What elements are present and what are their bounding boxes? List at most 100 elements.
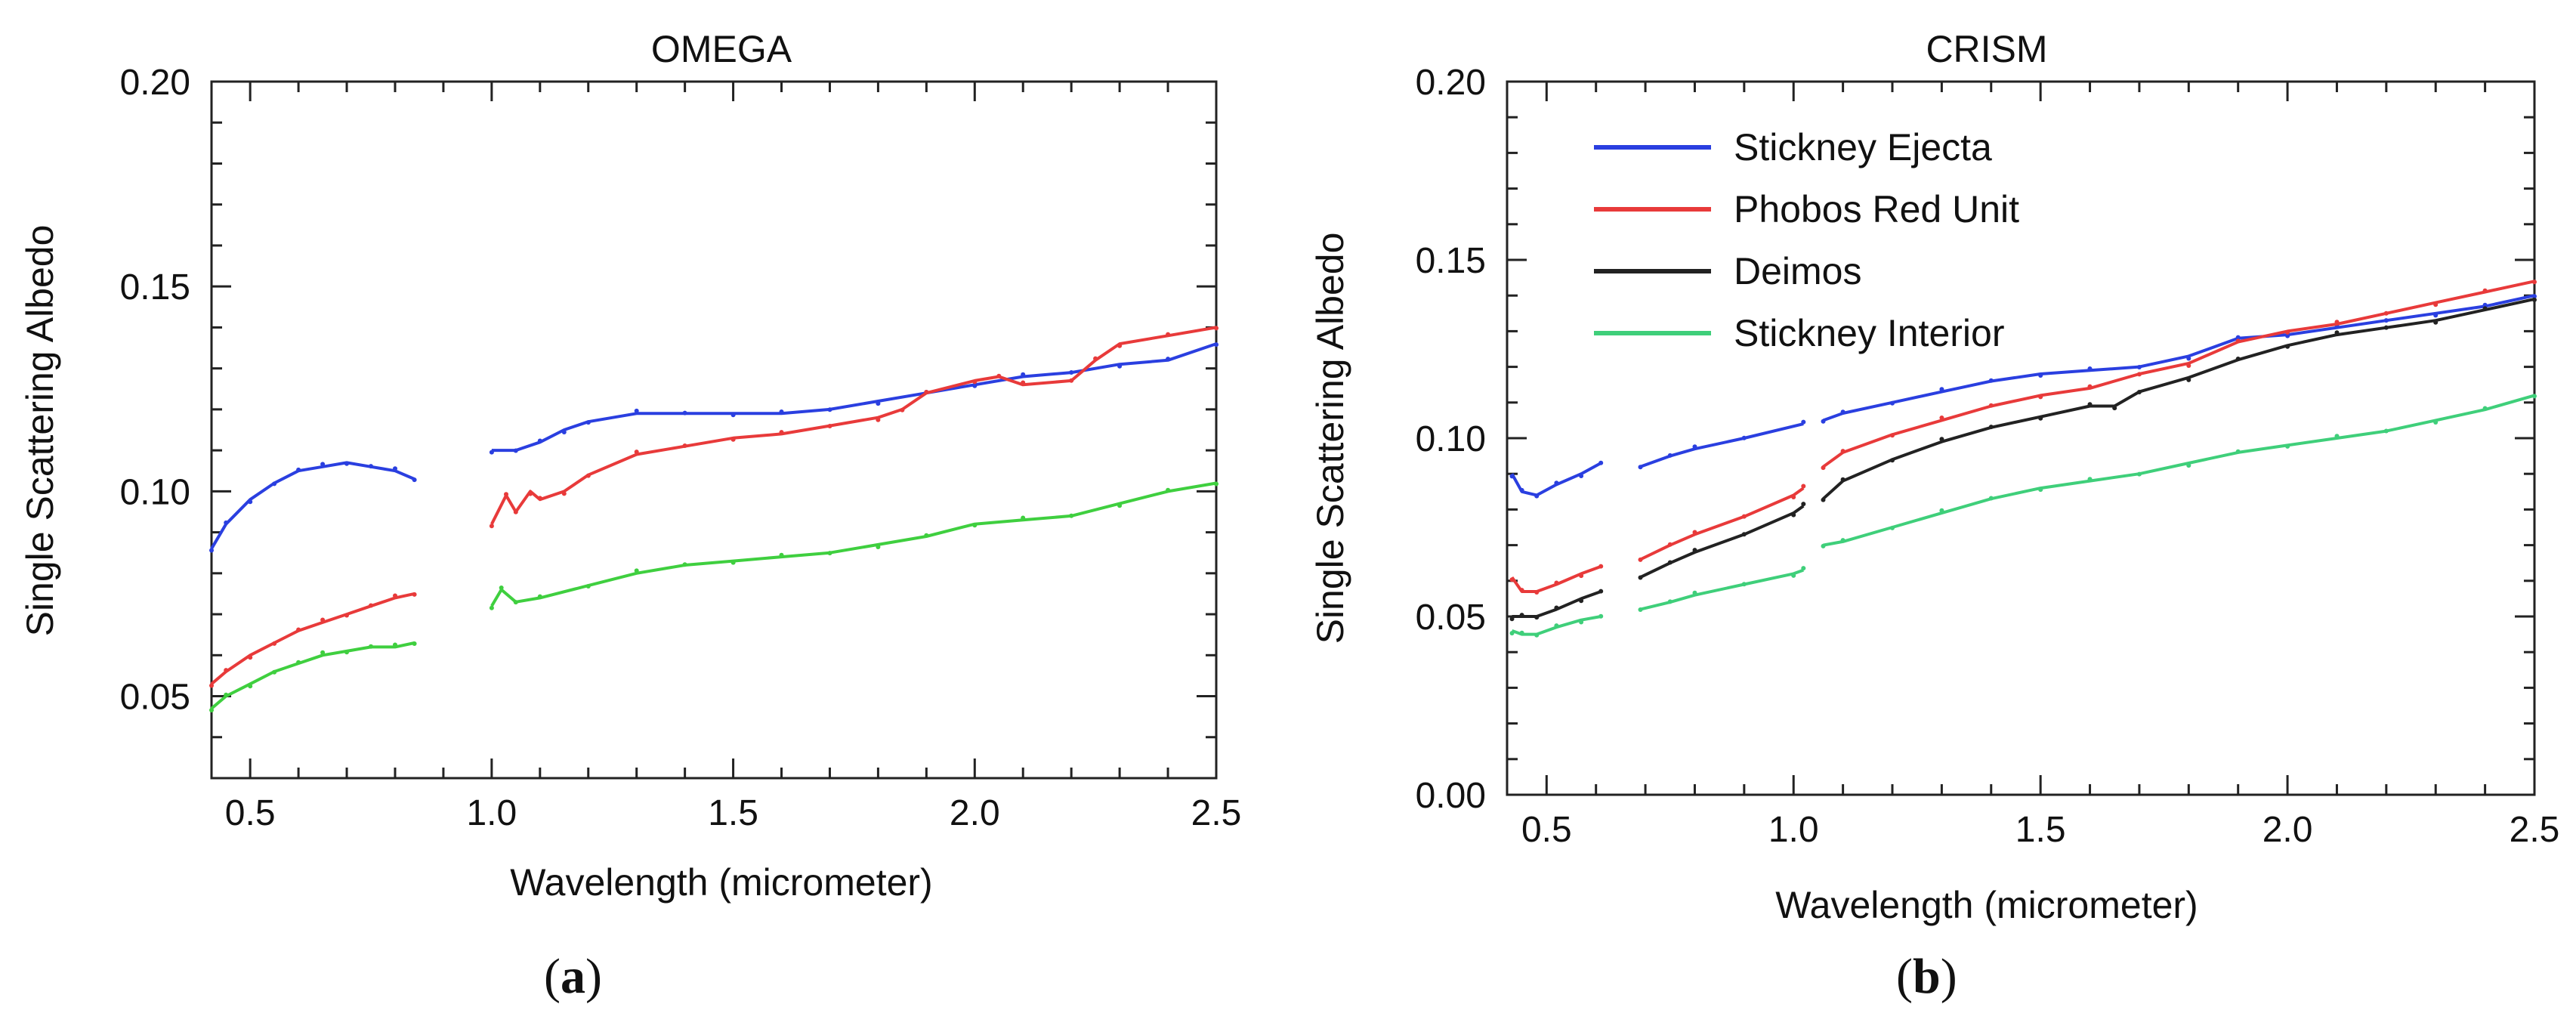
y-tick-label: 0.05 [120, 678, 190, 718]
series-line [1639, 487, 1805, 561]
data-point [320, 617, 326, 623]
data-point [248, 684, 253, 689]
data-point [2087, 366, 2093, 371]
data-point [344, 613, 349, 618]
data-point [827, 424, 832, 428]
x-tick-label: 2.0 [2262, 810, 2313, 850]
data-point [1519, 613, 1524, 618]
data-point [2433, 313, 2439, 318]
data-point [296, 467, 301, 472]
data-point [2235, 338, 2241, 344]
data-point [972, 523, 978, 528]
data-point [1801, 566, 1806, 571]
data-point [1840, 409, 1846, 415]
data-point [972, 379, 978, 385]
data-point [1840, 449, 1846, 454]
data-point [489, 605, 494, 610]
data-point [2383, 428, 2389, 434]
data-point [561, 430, 567, 434]
series-line [210, 592, 415, 685]
data-point [1021, 372, 1026, 377]
y-tick-label: 0.20 [120, 63, 190, 103]
data-point [2186, 463, 2191, 468]
data-point [513, 448, 518, 453]
data-point [682, 443, 687, 448]
data-point [2038, 373, 2043, 378]
data-point [320, 462, 326, 467]
data-point [2136, 471, 2142, 477]
data-point [1069, 370, 1074, 375]
legend-label: Stickney Ejecta [1734, 126, 1992, 168]
data-point [1988, 403, 1994, 408]
data-point [2038, 416, 2043, 421]
x-tick-label: 0.5 [225, 793, 276, 833]
data-point [1890, 458, 1895, 463]
data-point [2285, 333, 2290, 338]
data-point [1692, 530, 1697, 535]
data-point [2433, 320, 2439, 325]
data-point [1579, 474, 1584, 478]
data-point [1509, 616, 1515, 622]
data-point [1741, 532, 1747, 537]
data-point [1509, 631, 1515, 636]
data-point [209, 548, 214, 553]
data-point [412, 641, 417, 646]
series-line [1512, 590, 1602, 618]
legend-label: Deimos [1734, 250, 1861, 292]
data-point [296, 627, 301, 632]
data-point [393, 642, 397, 647]
data-point [209, 708, 214, 712]
caption-paren: ) [1940, 949, 1957, 1004]
data-point [1534, 615, 1540, 620]
data-point [513, 600, 518, 605]
data-point [2433, 420, 2439, 425]
data-point [2112, 406, 2117, 411]
x-tick-label: 1.5 [708, 793, 758, 833]
data-point [1939, 387, 1944, 392]
y-tick-label: 0.15 [120, 267, 190, 307]
plot-frame [1506, 80, 2536, 796]
series-1 [1509, 280, 2537, 595]
data-point [537, 496, 542, 501]
y-tick-label: 0.10 [120, 472, 190, 512]
data-point [1801, 419, 1806, 425]
data-point [1890, 433, 1895, 438]
series-line [491, 342, 1217, 453]
data-point [1093, 356, 1098, 361]
data-point [224, 692, 229, 697]
y-tick-label: 0.20 [1416, 63, 1486, 103]
data-point [1821, 465, 1826, 471]
data-point [1840, 538, 1846, 543]
x-tick-label: 1.5 [2015, 810, 2066, 850]
data-point [1791, 495, 1796, 499]
x-tick-label: 1.0 [1768, 810, 1819, 850]
data-point [2235, 335, 2241, 340]
data-point [1821, 497, 1826, 502]
panel-caption-a: (a) [544, 948, 602, 1006]
data-point [1534, 632, 1540, 638]
y-tick-label: 0.10 [1416, 419, 1486, 459]
data-point [1214, 326, 1219, 331]
data-point [1166, 487, 1171, 493]
data-point [585, 473, 591, 478]
data-point [585, 584, 591, 589]
data-point [320, 650, 326, 655]
data-point [779, 552, 784, 558]
data-point [1638, 557, 1643, 562]
data-point [1741, 514, 1747, 519]
data-point [1890, 400, 1895, 406]
series-line [1510, 462, 1602, 497]
data-point [272, 669, 277, 675]
series-0 [1509, 294, 2537, 499]
data-point [2186, 356, 2191, 361]
plot-frame [210, 80, 1218, 780]
y-axis-label: Single Scattering Albedo [19, 225, 61, 637]
data-point [2136, 365, 2142, 369]
data-point [1554, 623, 1559, 629]
data-point [248, 499, 253, 505]
data-point [344, 650, 349, 655]
data-point [224, 520, 229, 525]
data-point [1519, 588, 1524, 593]
chart-title: CRISM [1926, 28, 2047, 70]
omega-chart: OMEGA Single Scattering Albedo Wavelengt… [19, 28, 1241, 904]
